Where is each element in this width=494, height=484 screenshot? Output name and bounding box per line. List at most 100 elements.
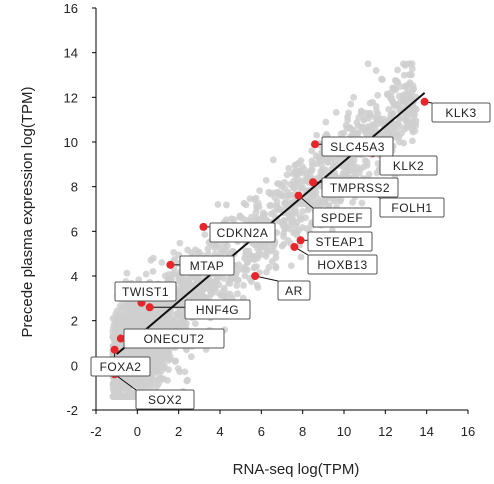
background-point (295, 168, 303, 175)
background-point (400, 71, 408, 79)
background-point (212, 241, 219, 249)
background-point (408, 109, 416, 117)
background-point (214, 201, 222, 208)
background-point (277, 192, 285, 200)
background-point (313, 131, 321, 139)
gene-label: CDKN2A (217, 226, 269, 240)
background-point (373, 107, 380, 115)
background-point (187, 353, 195, 361)
background-point (387, 111, 395, 119)
background-point (408, 137, 416, 145)
x-tick-label: -2 (90, 424, 102, 439)
background-point (124, 307, 132, 315)
gene-label: HOXB13 (317, 258, 367, 272)
gene-label: TWIST1 (122, 285, 169, 299)
highlighted-gene-point (294, 191, 303, 200)
x-axis-title: RNA-seq log(TPM) (233, 461, 360, 478)
background-point (408, 65, 416, 73)
background-point (368, 128, 376, 136)
background-point (265, 247, 273, 255)
x-tick-label: 12 (378, 424, 392, 439)
background-point (409, 117, 416, 125)
background-point (195, 249, 202, 257)
background-point (177, 287, 185, 294)
gene-label-box (209, 222, 276, 243)
background-point (201, 231, 209, 238)
background-point (181, 323, 189, 330)
x-tick-label: 4 (216, 424, 223, 439)
background-point (240, 281, 247, 289)
x-tick-label: 2 (175, 424, 182, 439)
background-point (147, 256, 155, 264)
background-point (242, 201, 250, 209)
background-point (120, 316, 128, 324)
gene-label: SLC45A3 (330, 140, 385, 154)
x-tick-label: 16 (461, 424, 475, 439)
background-point (278, 242, 286, 250)
background-point (391, 85, 398, 93)
background-point (202, 294, 210, 301)
y-axis-title: Precede plasma expression log(TPM) (19, 87, 36, 338)
background-point (253, 205, 261, 212)
background-point (274, 180, 281, 188)
highlighted-gene-point (296, 236, 305, 245)
background-point (295, 227, 302, 235)
background-point (256, 187, 263, 195)
background-point (234, 267, 242, 274)
background-point (325, 202, 333, 209)
background-point (118, 393, 126, 400)
highlighted-gene-point (311, 140, 320, 149)
y-tick-label: 14 (64, 46, 78, 61)
gene-label: KLK2 (393, 159, 424, 173)
gene-label: ONECUT2 (144, 332, 205, 346)
background-point (113, 376, 120, 384)
gene-label: SPDEF (321, 211, 364, 225)
background-point (343, 124, 351, 132)
gene-label-box (307, 231, 373, 252)
background-point (336, 197, 344, 205)
gene-label-box (321, 177, 399, 198)
y-tick-label: 6 (71, 224, 78, 239)
background-point (158, 358, 166, 366)
gene-label: KLK3 (445, 106, 476, 120)
background-point (395, 133, 403, 141)
background-point (322, 118, 330, 126)
gene-label-box (179, 255, 235, 276)
background-point (160, 375, 167, 383)
ticks: -2 0 2 4 6 8 10 12 14 16 -2 0 2 4 6 8 10 12 14 16 (64, 1, 476, 439)
background-point (169, 270, 176, 278)
gene-label: FOXA2 (100, 360, 142, 374)
highlighted-gene-point (145, 303, 154, 312)
x-tick-label: 14 (419, 424, 433, 439)
gene-label-box (114, 281, 177, 302)
background-point (162, 320, 170, 328)
background-point (159, 300, 166, 307)
gene-label: AR (285, 284, 303, 298)
background-point (269, 189, 277, 197)
background-point (254, 199, 262, 207)
background-point (405, 71, 413, 79)
background-point (123, 269, 131, 277)
gene-label-box (312, 207, 372, 228)
background-point (361, 115, 369, 122)
background-point (266, 202, 274, 210)
gene-label-box (184, 299, 251, 320)
background-point (120, 322, 128, 329)
background-point (364, 122, 372, 130)
background-point (354, 122, 362, 130)
background-point (208, 279, 216, 287)
background-point (345, 109, 352, 117)
background-point (283, 171, 291, 179)
background-point (129, 391, 137, 398)
background-point (293, 161, 300, 168)
background-point (396, 138, 403, 146)
y-tick-label: 2 (71, 314, 78, 329)
background-point (147, 350, 154, 358)
highlighted-gene-point (110, 345, 119, 354)
background-point (242, 251, 250, 259)
y-tick-label: 16 (64, 1, 78, 16)
y-tick-label: 8 (71, 180, 78, 195)
gene-label-box (135, 389, 195, 410)
background-point (342, 161, 349, 169)
